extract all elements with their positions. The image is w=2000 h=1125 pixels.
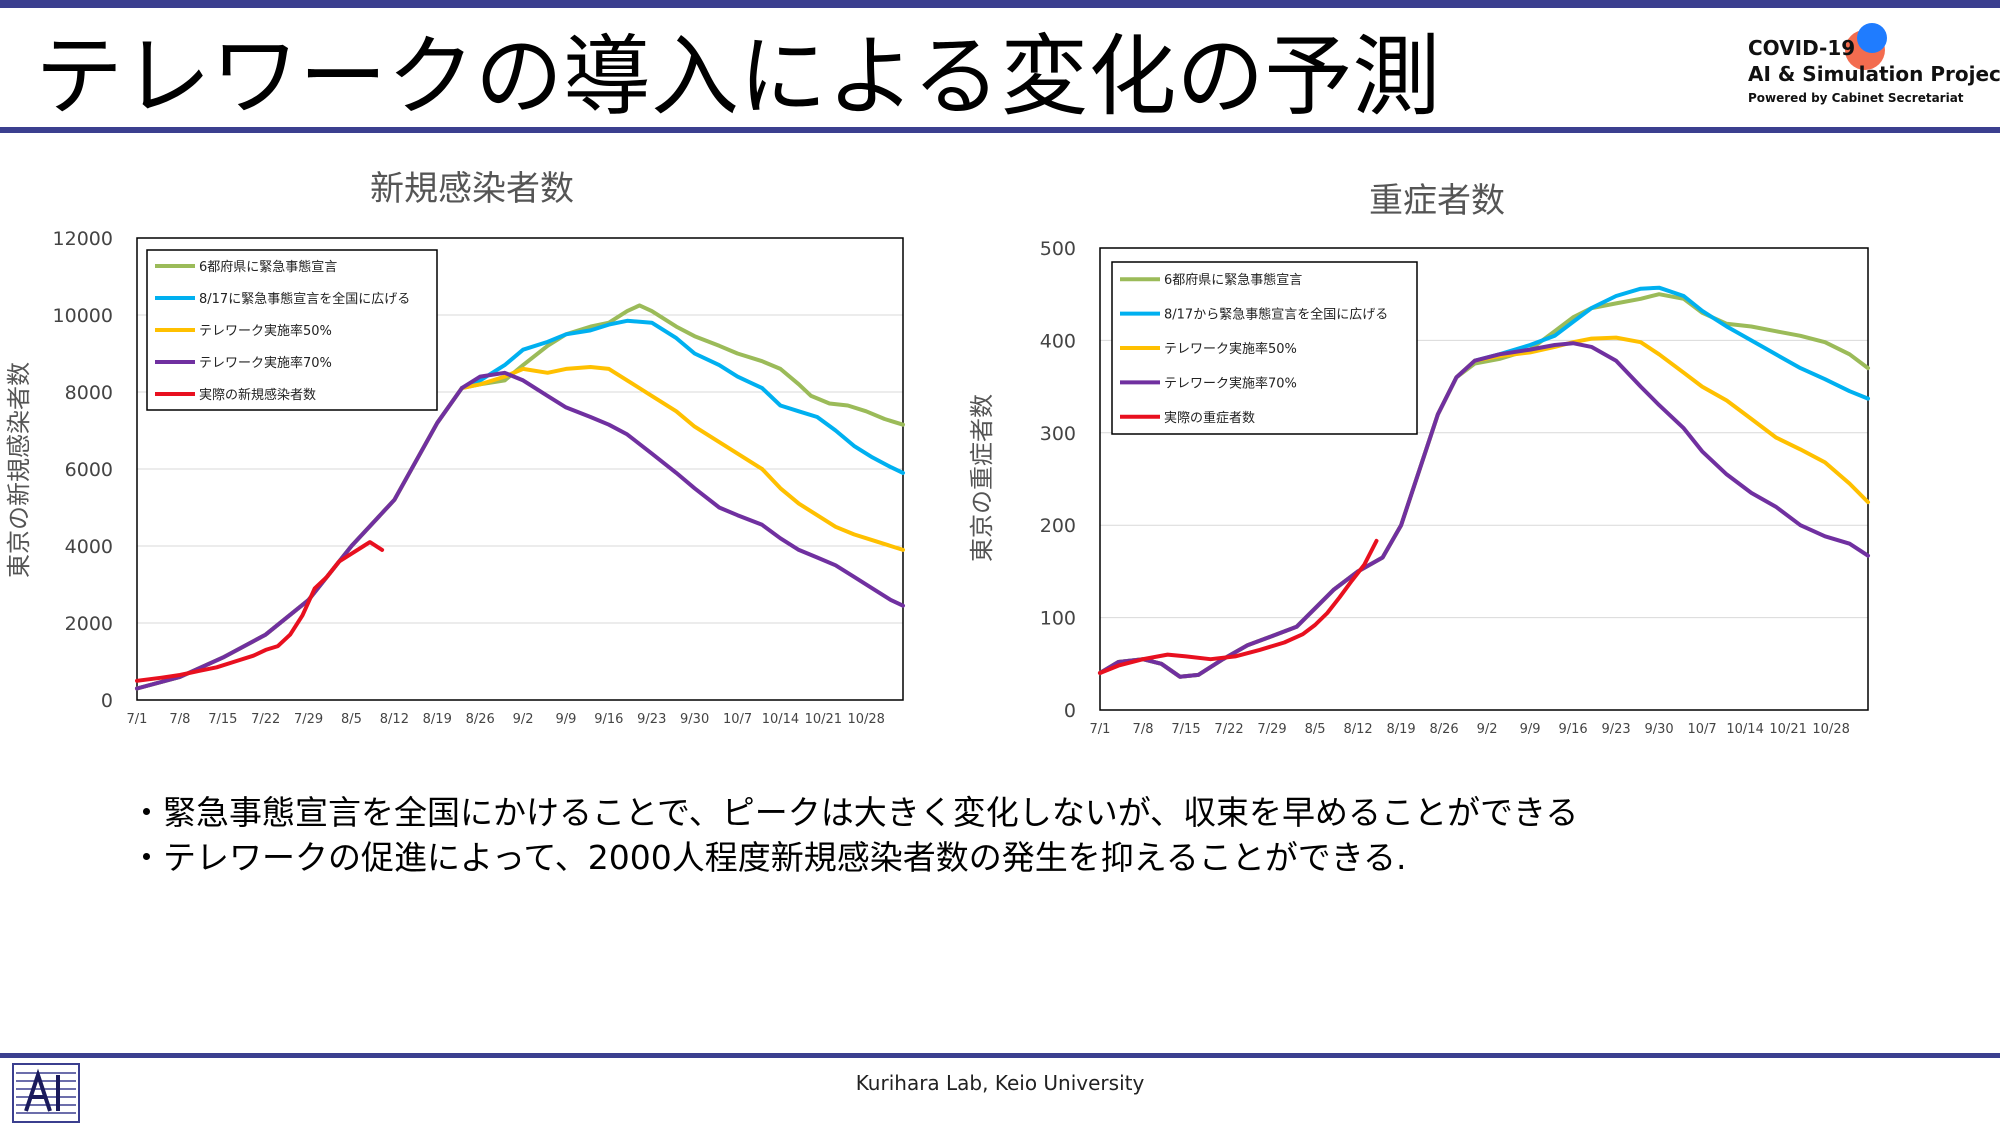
chart-title: 新規感染者数 [370,169,574,209]
y-axis-label: 東京の重症者数 [968,394,996,562]
legend-label: 8/17に緊急事態宣言を全国に広げる [199,291,410,307]
y-axis-label: 東京の新規感染者数 [5,362,33,578]
lab-logo-icon [12,1063,80,1123]
series-line-purple [135,370,905,691]
x-tick-label: 10/7 [1688,722,1717,737]
y-tick-label: 0 [101,690,113,712]
x-tick-label: 10/14 [762,712,799,727]
y-tick-label: 200 [1040,515,1076,537]
bullet-item: ・緊急事態宣言を全国にかけることで、ピークは大きく変化しないが、収束を早めること… [130,793,1579,832]
bullet-list: ・緊急事態宣言を全国にかけることで、ピークは大きく変化しないが、収束を早めること… [130,790,1578,880]
page-title: テレワークの導入による変化の予測 [35,25,1441,128]
x-tick-label: 7/1 [1090,722,1111,737]
plot-frame [136,237,904,701]
y-tick-label: 500 [1040,238,1076,260]
series-line-red [1098,538,1379,675]
x-tick-label: 8/5 [1305,722,1326,737]
x-tick-label: 9/9 [1520,722,1541,737]
x-tick-label: 7/29 [1257,722,1286,737]
x-tick-label: 9/16 [594,712,623,727]
legend-label: 6都府県に緊急事態宣言 [199,259,337,275]
y-tick-label: 2000 [65,613,113,635]
x-tick-label: 10/21 [1769,722,1806,737]
x-tick-label: 10/7 [723,712,752,727]
x-tick-label: 9/2 [1477,722,1498,737]
x-tick-label: 10/14 [1726,722,1763,737]
legend-label: 実際の重症者数 [1164,410,1255,426]
x-tick-label: 10/28 [847,712,884,727]
series-line-red [135,540,385,683]
x-tick-label: 8/12 [1343,722,1372,737]
logo-line-3: Powered by Cabinet Secretariat [1748,91,1964,105]
x-tick-label: 8/26 [466,712,495,727]
x-tick-label: 7/15 [1171,722,1200,737]
legend-label: テレワーク実施率70% [1164,375,1297,391]
legend-label: 6都府県に緊急事態宣言 [1164,272,1302,288]
series-line-purple [1098,341,1870,679]
x-tick-label: 9/23 [637,712,666,727]
x-tick-label: 7/8 [169,712,190,727]
covid-project-logo: COVID-19 AI & Simulation Project Powered… [1745,18,2000,118]
title-rule [0,127,2000,133]
x-tick-label: 8/5 [341,712,362,727]
y-tick-label: 8000 [65,382,113,404]
top-bar [0,0,2000,8]
y-tick-label: 6000 [65,459,113,481]
y-tick-label: 100 [1040,608,1076,630]
x-tick-label: 7/1 [127,712,148,727]
plot-frame [1099,247,1869,711]
footer-credit: Kurihara Lab, Keio University [855,1071,1145,1095]
x-tick-label: 7/8 [1133,722,1154,737]
legend-label: 実際の新規感染者数 [199,387,316,403]
legend-box [1111,261,1418,435]
x-tick-label: 9/9 [555,712,576,727]
y-tick-label: 300 [1040,423,1076,445]
x-tick-label: 8/12 [380,712,409,727]
x-tick-label: 9/16 [1558,722,1587,737]
x-tick-label: 7/22 [1214,722,1243,737]
logo-dot-blue [1857,23,1887,53]
x-tick-label: 9/2 [513,712,534,727]
legend-label: テレワーク実施率50% [1164,341,1297,357]
x-tick-label: 7/15 [208,712,237,727]
legend-label: テレワーク実施率70% [199,355,332,371]
bullet-item: ・テレワークの促進によって、2000人程度新規感染者数の発生を抑えることができる… [130,838,1407,877]
x-tick-label: 7/22 [251,712,280,727]
x-tick-label: 8/26 [1429,722,1458,737]
y-tick-label: 4000 [65,536,113,558]
x-tick-label: 9/30 [1645,722,1674,737]
chart-title: 重症者数 [1369,181,1505,221]
x-tick-label: 7/29 [294,712,323,727]
legend-box [146,249,438,411]
logo-line-1: COVID-19 [1748,36,1856,60]
x-tick-label: 9/30 [680,712,709,727]
y-tick-label: 0 [1064,700,1076,722]
x-tick-label: 10/21 [805,712,842,727]
y-tick-label: 12000 [53,228,113,250]
x-tick-label: 9/23 [1601,722,1630,737]
legend-label: テレワーク実施率50% [199,323,332,339]
y-tick-label: 10000 [53,305,113,327]
logo-line-2: AI & Simulation Project [1748,62,2000,86]
x-tick-label: 8/19 [1386,722,1415,737]
x-tick-label: 10/28 [1812,722,1849,737]
y-tick-label: 400 [1040,330,1076,352]
legend-label: 8/17から緊急事態宣言を全国に広げる [1164,307,1388,323]
footer-rule [0,1053,2000,1058]
x-tick-label: 8/19 [423,712,452,727]
